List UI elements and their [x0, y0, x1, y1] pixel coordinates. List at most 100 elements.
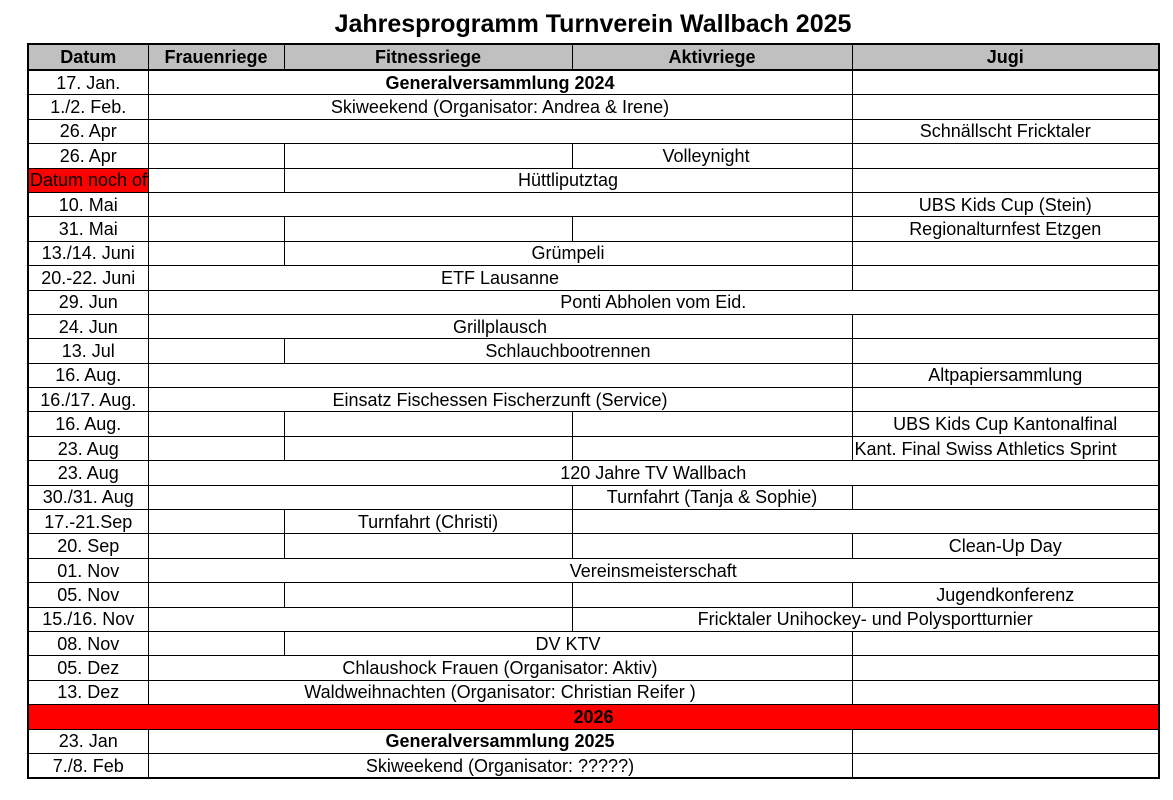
- table-row: 16. Aug. Altpapiersammlung: [27, 362, 1160, 389]
- empty-cell: [851, 752, 1160, 780]
- header-datum: Datum: [27, 43, 149, 71]
- row-date: 7./8. Feb: [27, 752, 149, 780]
- table-row: 23. Aug Kant. Final Swiss Athletics Spri…: [27, 435, 1160, 462]
- table-row: 23. Jan Generalversammlung 2025: [27, 728, 1160, 754]
- row-event: Chlaushock Frauen (Organisator: Aktiv): [147, 655, 853, 681]
- row-date-open: Datum noch offen: [27, 167, 149, 193]
- row-event: Altpapiersammlung: [851, 362, 1160, 389]
- row-date: 10. Mai: [27, 191, 149, 218]
- empty-cell: [851, 338, 1160, 364]
- row-date: 13./14. Juni: [27, 240, 149, 267]
- empty-cell: [147, 411, 285, 437]
- row-date: 13. Jul: [27, 338, 149, 364]
- empty-cell: [571, 411, 853, 437]
- table-row: 29. Jun Ponti Abholen vom Eid.: [27, 289, 1160, 315]
- empty-cell: [283, 435, 573, 462]
- row-event: Schlauchbootrennen: [283, 338, 853, 364]
- row-event: Generalversammlung 2024: [147, 69, 853, 96]
- empty-cell: [283, 411, 573, 437]
- row-event: Turnfahrt (Christi): [283, 509, 573, 535]
- row-event: Kant. Final Swiss Athletics Sprint: [851, 435, 1160, 462]
- row-date: 16. Aug.: [27, 411, 149, 437]
- empty-cell: [571, 582, 853, 608]
- empty-cell: [571, 216, 853, 242]
- header-aktivriege: Aktivriege: [571, 43, 853, 71]
- table-row: 26. Apr Volleynight: [27, 143, 1160, 169]
- table-row: 26. Apr Schnällscht Fricktaler: [27, 118, 1160, 145]
- empty-cell: [851, 167, 1160, 193]
- row-event: ETF Lausanne: [147, 265, 853, 291]
- empty-cell: [147, 435, 285, 462]
- year-divider-row: 2026: [27, 704, 1160, 730]
- row-event: Clean-Up Day: [851, 533, 1160, 559]
- empty-cell: [147, 509, 285, 535]
- row-event: Schnällscht Fricktaler: [851, 118, 1160, 145]
- row-event: Fricktaler Unihockey- und Polysportturni…: [571, 606, 1160, 632]
- row-date: 05. Nov: [27, 582, 149, 608]
- table-row: 05. Dez Chlaushock Frauen (Organisator: …: [27, 655, 1160, 681]
- row-date: 23. Aug: [27, 435, 149, 462]
- row-date: 20.-22. Juni: [27, 265, 149, 291]
- row-event: Volleynight: [571, 143, 853, 169]
- empty-cell: [851, 94, 1160, 120]
- row-date: 24. Jun: [27, 313, 149, 340]
- row-event: UBS Kids Cup (Stein): [851, 191, 1160, 218]
- table-row: 16./17. Aug. Einsatz Fischessen Fischerz…: [27, 387, 1160, 413]
- table-row: 17. Jan. Generalversammlung 2024: [27, 69, 1160, 96]
- table-row: 16. Aug. UBS Kids Cup Kantonalfinal: [27, 411, 1160, 437]
- empty-cell: [851, 240, 1160, 267]
- table-row: 08. Nov DV KTV: [27, 630, 1160, 657]
- empty-cell: [147, 216, 285, 242]
- row-event: Grillplausch: [147, 313, 853, 340]
- empty-cell: [147, 338, 285, 364]
- empty-cell: [147, 630, 285, 657]
- empty-cell: [147, 606, 573, 632]
- row-date: 30./31. Aug: [27, 484, 149, 511]
- row-event: Ponti Abholen vom Eid.: [147, 289, 1160, 315]
- table-row: 7./8. Feb Skiweekend (Organisator: ?????…: [27, 752, 1160, 780]
- table-row: 15./16. Nov Fricktaler Unihockey- und Po…: [27, 606, 1160, 632]
- row-date: 26. Apr: [27, 143, 149, 169]
- empty-cell: [851, 484, 1160, 511]
- row-date: 17.-21.Sep: [27, 509, 149, 535]
- empty-cell: [283, 143, 573, 169]
- table-row: 24. Jun Grillplausch: [27, 313, 1160, 340]
- row-date: 17. Jan.: [27, 69, 149, 96]
- row-event: Turnfahrt (Tanja & Sophie): [571, 484, 853, 511]
- row-event: 120 Jahre TV Wallbach: [147, 460, 1160, 486]
- table-row: Datum noch offen Hüttliputztag: [27, 167, 1160, 193]
- row-event: Jugendkonferenz: [851, 582, 1160, 608]
- row-event: Vereinsmeisterschaft: [147, 557, 1160, 584]
- header-frauenriege: Frauenriege: [147, 43, 285, 71]
- empty-cell: [851, 655, 1160, 681]
- row-event: Hüttliputztag: [283, 167, 853, 193]
- table-row: 20. Sep Clean-Up Day: [27, 533, 1160, 559]
- table-row: 31. Mai Regionalturnfest Etzgen: [27, 216, 1160, 242]
- row-date: 01. Nov: [27, 557, 149, 584]
- empty-cell: [147, 362, 853, 389]
- empty-cell: [283, 533, 573, 559]
- row-date: 05. Dez: [27, 655, 149, 681]
- row-date: 1./2. Feb.: [27, 94, 149, 120]
- empty-cell: [571, 509, 1160, 535]
- header-jugi: Jugi: [851, 43, 1160, 71]
- row-event: Einsatz Fischessen Fischerzunft (Service…: [147, 387, 853, 413]
- table-row: 30./31. Aug Turnfahrt (Tanja & Sophie): [27, 484, 1160, 511]
- row-event: UBS Kids Cup Kantonalfinal: [851, 411, 1160, 437]
- empty-cell: [851, 313, 1160, 340]
- row-event: Regionalturnfest Etzgen: [851, 216, 1160, 242]
- page-title: Jahresprogramm Turnverein Wallbach 2025: [334, 10, 852, 38]
- empty-cell: [851, 265, 1160, 291]
- empty-cell: [283, 582, 573, 608]
- row-date: 08. Nov: [27, 630, 149, 657]
- empty-cell: [147, 191, 853, 218]
- row-event: DV KTV: [283, 630, 853, 657]
- year-divider: 2026: [27, 704, 1160, 730]
- header-fitnessriege: Fitnessriege: [283, 43, 573, 71]
- empty-cell: [851, 387, 1160, 413]
- table-row: 01. Nov Vereinsmeisterschaft: [27, 557, 1160, 584]
- row-event: Skiweekend (Organisator: Andrea & Irene): [147, 94, 853, 120]
- table-row: 13. Jul Schlauchbootrennen: [27, 338, 1160, 364]
- table-row: 13./14. Juni Grümpeli: [27, 240, 1160, 267]
- empty-cell: [147, 143, 285, 169]
